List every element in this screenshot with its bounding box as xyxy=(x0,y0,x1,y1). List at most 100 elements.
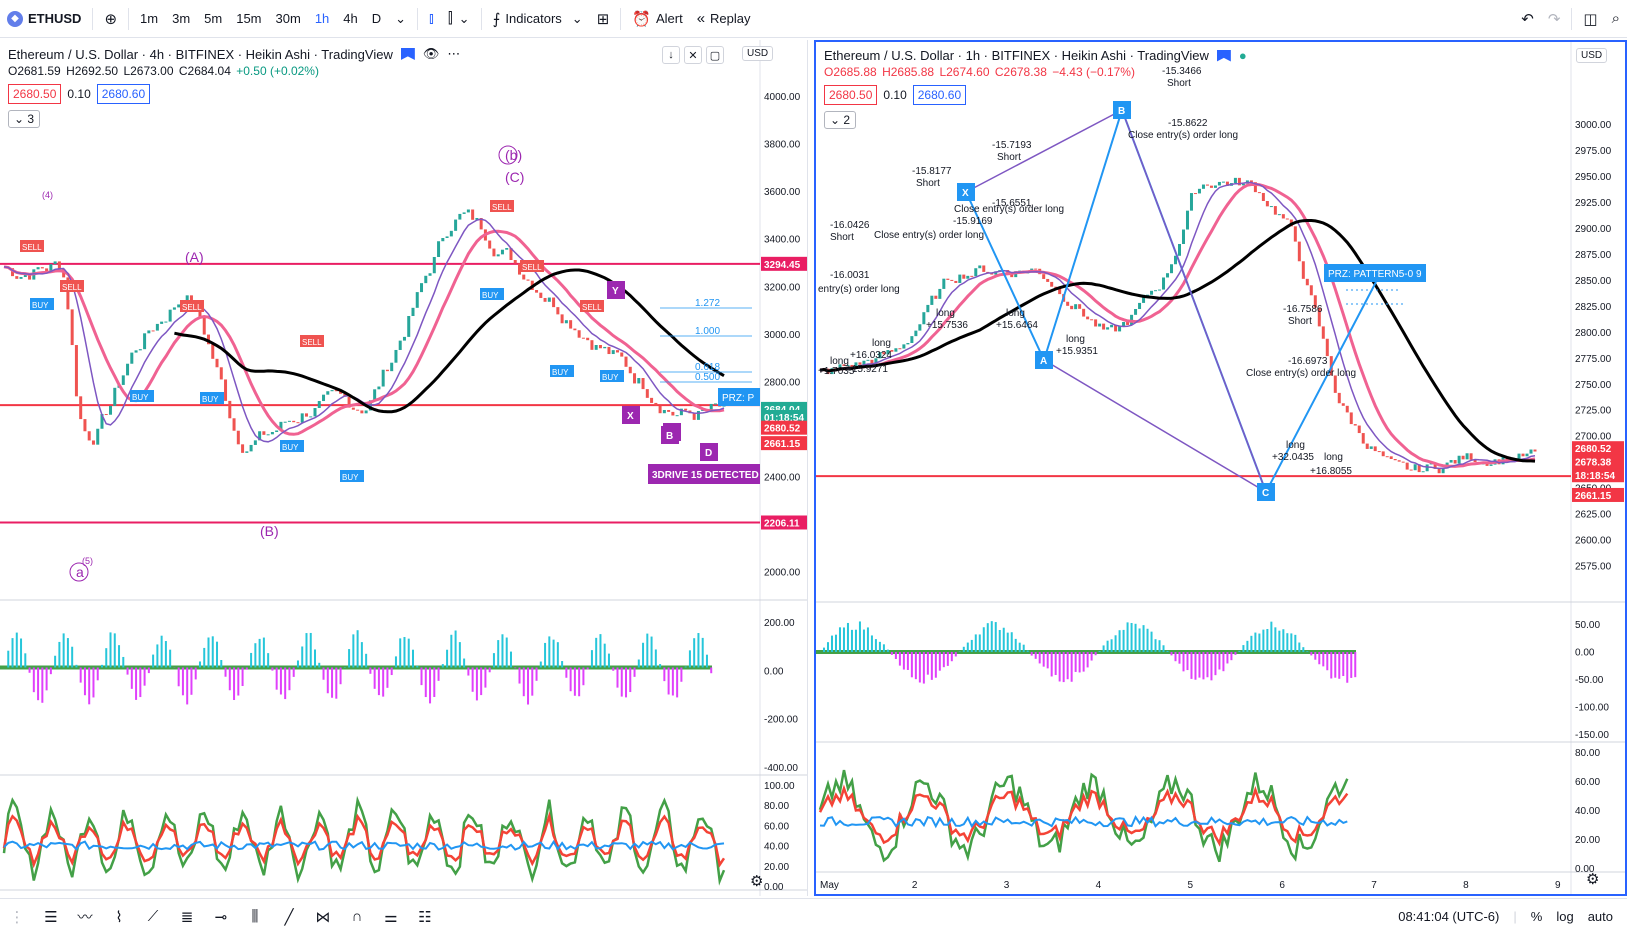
bar-style-button[interactable]: ⫾ xyxy=(422,0,441,38)
search-button[interactable]: ⌕ xyxy=(1605,0,1627,38)
currency-selector[interactable]: USD xyxy=(742,46,774,61)
macd-bar xyxy=(433,667,436,697)
tf-3m[interactable]: 3m xyxy=(172,11,191,26)
macd-bar xyxy=(1230,652,1233,661)
vertical-bars-icon[interactable]: ⫼ xyxy=(251,908,259,925)
log-toggle[interactable]: log xyxy=(1556,909,1574,924)
layout-split-button[interactable]: ◫ xyxy=(1576,0,1604,38)
tf-d[interactable]: D xyxy=(371,11,382,26)
menu-icon[interactable]: ☰ xyxy=(44,908,58,926)
magnet-icon[interactable]: ∩ xyxy=(351,908,363,925)
horizontal-line-icon[interactable]: ⊸ xyxy=(214,908,228,926)
layout-button[interactable]: ⊞ xyxy=(590,0,617,38)
candle xyxy=(858,362,862,365)
macd-bar xyxy=(105,648,108,668)
percent-toggle[interactable]: % xyxy=(1530,909,1543,924)
replay-button[interactable]: « Replay xyxy=(690,0,758,38)
pattern-icon[interactable]: ⋈ xyxy=(315,908,331,926)
candle xyxy=(28,274,32,280)
scroll-down-icon[interactable]: ↓ xyxy=(662,46,680,64)
drag-handle-icon[interactable]: ⋮ xyxy=(9,908,25,926)
candle xyxy=(934,295,938,299)
candle xyxy=(1273,206,1277,215)
strategy-annotation: +15.6464 xyxy=(996,320,1038,331)
macd-bar xyxy=(441,664,444,668)
candle xyxy=(882,352,886,355)
search-icon: ⌕ xyxy=(1611,10,1620,27)
trend-line-icon[interactable]: ⟋ xyxy=(147,908,159,925)
alert-button[interactable]: ⏰ Alert xyxy=(625,0,689,38)
moving-average-line xyxy=(819,219,1536,463)
settings-gear-icon[interactable]: ⚙ xyxy=(750,873,764,890)
flag-icon[interactable] xyxy=(400,48,415,60)
buy-price-button[interactable]: 2680.60 xyxy=(912,85,967,105)
macd-bar xyxy=(181,667,184,696)
candle xyxy=(266,434,270,436)
strategy-annotation: -16.6973 xyxy=(1288,356,1328,367)
sell-price-button[interactable]: 2680.50 xyxy=(8,84,62,104)
indicators-button[interactable]: ⨍ Indicators ⌄ xyxy=(486,0,590,38)
macd-bar xyxy=(190,667,193,695)
chart-pane-4h[interactable]: 4000.00 3800.00 3600.00 3400.00 3200.00 3000.… xyxy=(0,40,808,896)
strategy-annotation: long xyxy=(1066,334,1085,345)
flag-icon[interactable] xyxy=(1216,49,1231,62)
macd-bar xyxy=(152,654,155,668)
auto-toggle[interactable]: auto xyxy=(1587,909,1613,924)
macd-bar xyxy=(32,667,35,693)
redo-button[interactable]: ↷ xyxy=(1541,0,1568,38)
eye-icon[interactable]: 👁 xyxy=(422,46,440,61)
macd-bar xyxy=(1326,652,1329,671)
more-icon[interactable]: ⋯ xyxy=(447,46,461,61)
collapse-indicators-button[interactable]: ⌄ 3 xyxy=(8,110,41,128)
chart-canvas-4h[interactable]: 4000.003800.003600.003400.003200.003000.… xyxy=(0,40,808,896)
tf-5m[interactable]: 5m xyxy=(204,11,223,26)
chart-pane-1h[interactable]: 3000.00 2975.00 2950.00 2925.00 2900.00 2875.… xyxy=(814,40,1627,896)
timeframe-dropdown[interactable]: ⌄ xyxy=(388,0,413,38)
sell-price-button[interactable]: 2680.50 xyxy=(824,85,878,105)
candle xyxy=(671,411,675,416)
close-icon[interactable]: ✕ xyxy=(684,46,702,64)
undo-icon: ↶ xyxy=(1521,10,1534,28)
macd-bar xyxy=(118,645,121,668)
candle xyxy=(475,218,479,220)
candle xyxy=(958,274,962,283)
candle xyxy=(449,230,453,237)
signal-label: SELL xyxy=(492,203,512,212)
maximize-icon[interactable]: ▢ xyxy=(706,46,724,64)
spread-value: 0.10 xyxy=(67,87,91,101)
elliott-wave-icon[interactable]: 〰 xyxy=(77,909,93,926)
chart-canvas-1h[interactable]: 3000.002975.002950.002925.002900.002875.… xyxy=(816,42,1625,894)
compare-button[interactable]: ⊕ xyxy=(97,0,124,38)
macd-bar xyxy=(79,667,82,683)
macd-bar xyxy=(1086,652,1089,668)
filters-icon[interactable]: ☷ xyxy=(418,908,432,926)
candle xyxy=(1361,433,1365,444)
price-tick-label: 2575.00 xyxy=(1575,562,1612,573)
wave-count-icon[interactable]: ⌇ xyxy=(115,908,123,926)
candle xyxy=(586,337,590,341)
currency-selector[interactable]: USD xyxy=(1576,48,1608,63)
tf-30m[interactable]: 30m xyxy=(275,11,301,26)
candle-style-button[interactable]: ⫿ ⌄ xyxy=(441,0,477,38)
price-tick-label: 2625.00 xyxy=(1575,510,1612,521)
undo-button[interactable]: ↶ xyxy=(1514,0,1541,38)
buy-price-button[interactable]: 2680.60 xyxy=(96,84,151,104)
macd-bar xyxy=(552,639,555,668)
fib-icon[interactable]: ≣ xyxy=(180,908,194,926)
macd-bar xyxy=(1254,632,1257,652)
tf-4h[interactable]: 4h xyxy=(343,11,358,26)
candle xyxy=(1333,375,1337,393)
tf-1m[interactable]: 1m xyxy=(140,11,159,26)
tf-1h[interactable]: 1h xyxy=(314,11,330,26)
tf-15m[interactable]: 15m xyxy=(236,11,262,26)
settings-gear-icon[interactable]: ⚙ xyxy=(1586,871,1600,888)
rsi-line-red xyxy=(818,784,1349,847)
candle xyxy=(982,265,986,272)
ray-icon[interactable]: ╱ xyxy=(284,908,294,926)
candle xyxy=(79,396,83,420)
symbol-search[interactable]: ◆ ETHUSD xyxy=(0,0,88,38)
collapse-indicators-button[interactable]: ⌄ 2 xyxy=(824,111,857,129)
macd-bar xyxy=(582,667,585,686)
candle xyxy=(432,256,436,274)
sliders-icon[interactable]: ⚌ xyxy=(384,908,398,926)
